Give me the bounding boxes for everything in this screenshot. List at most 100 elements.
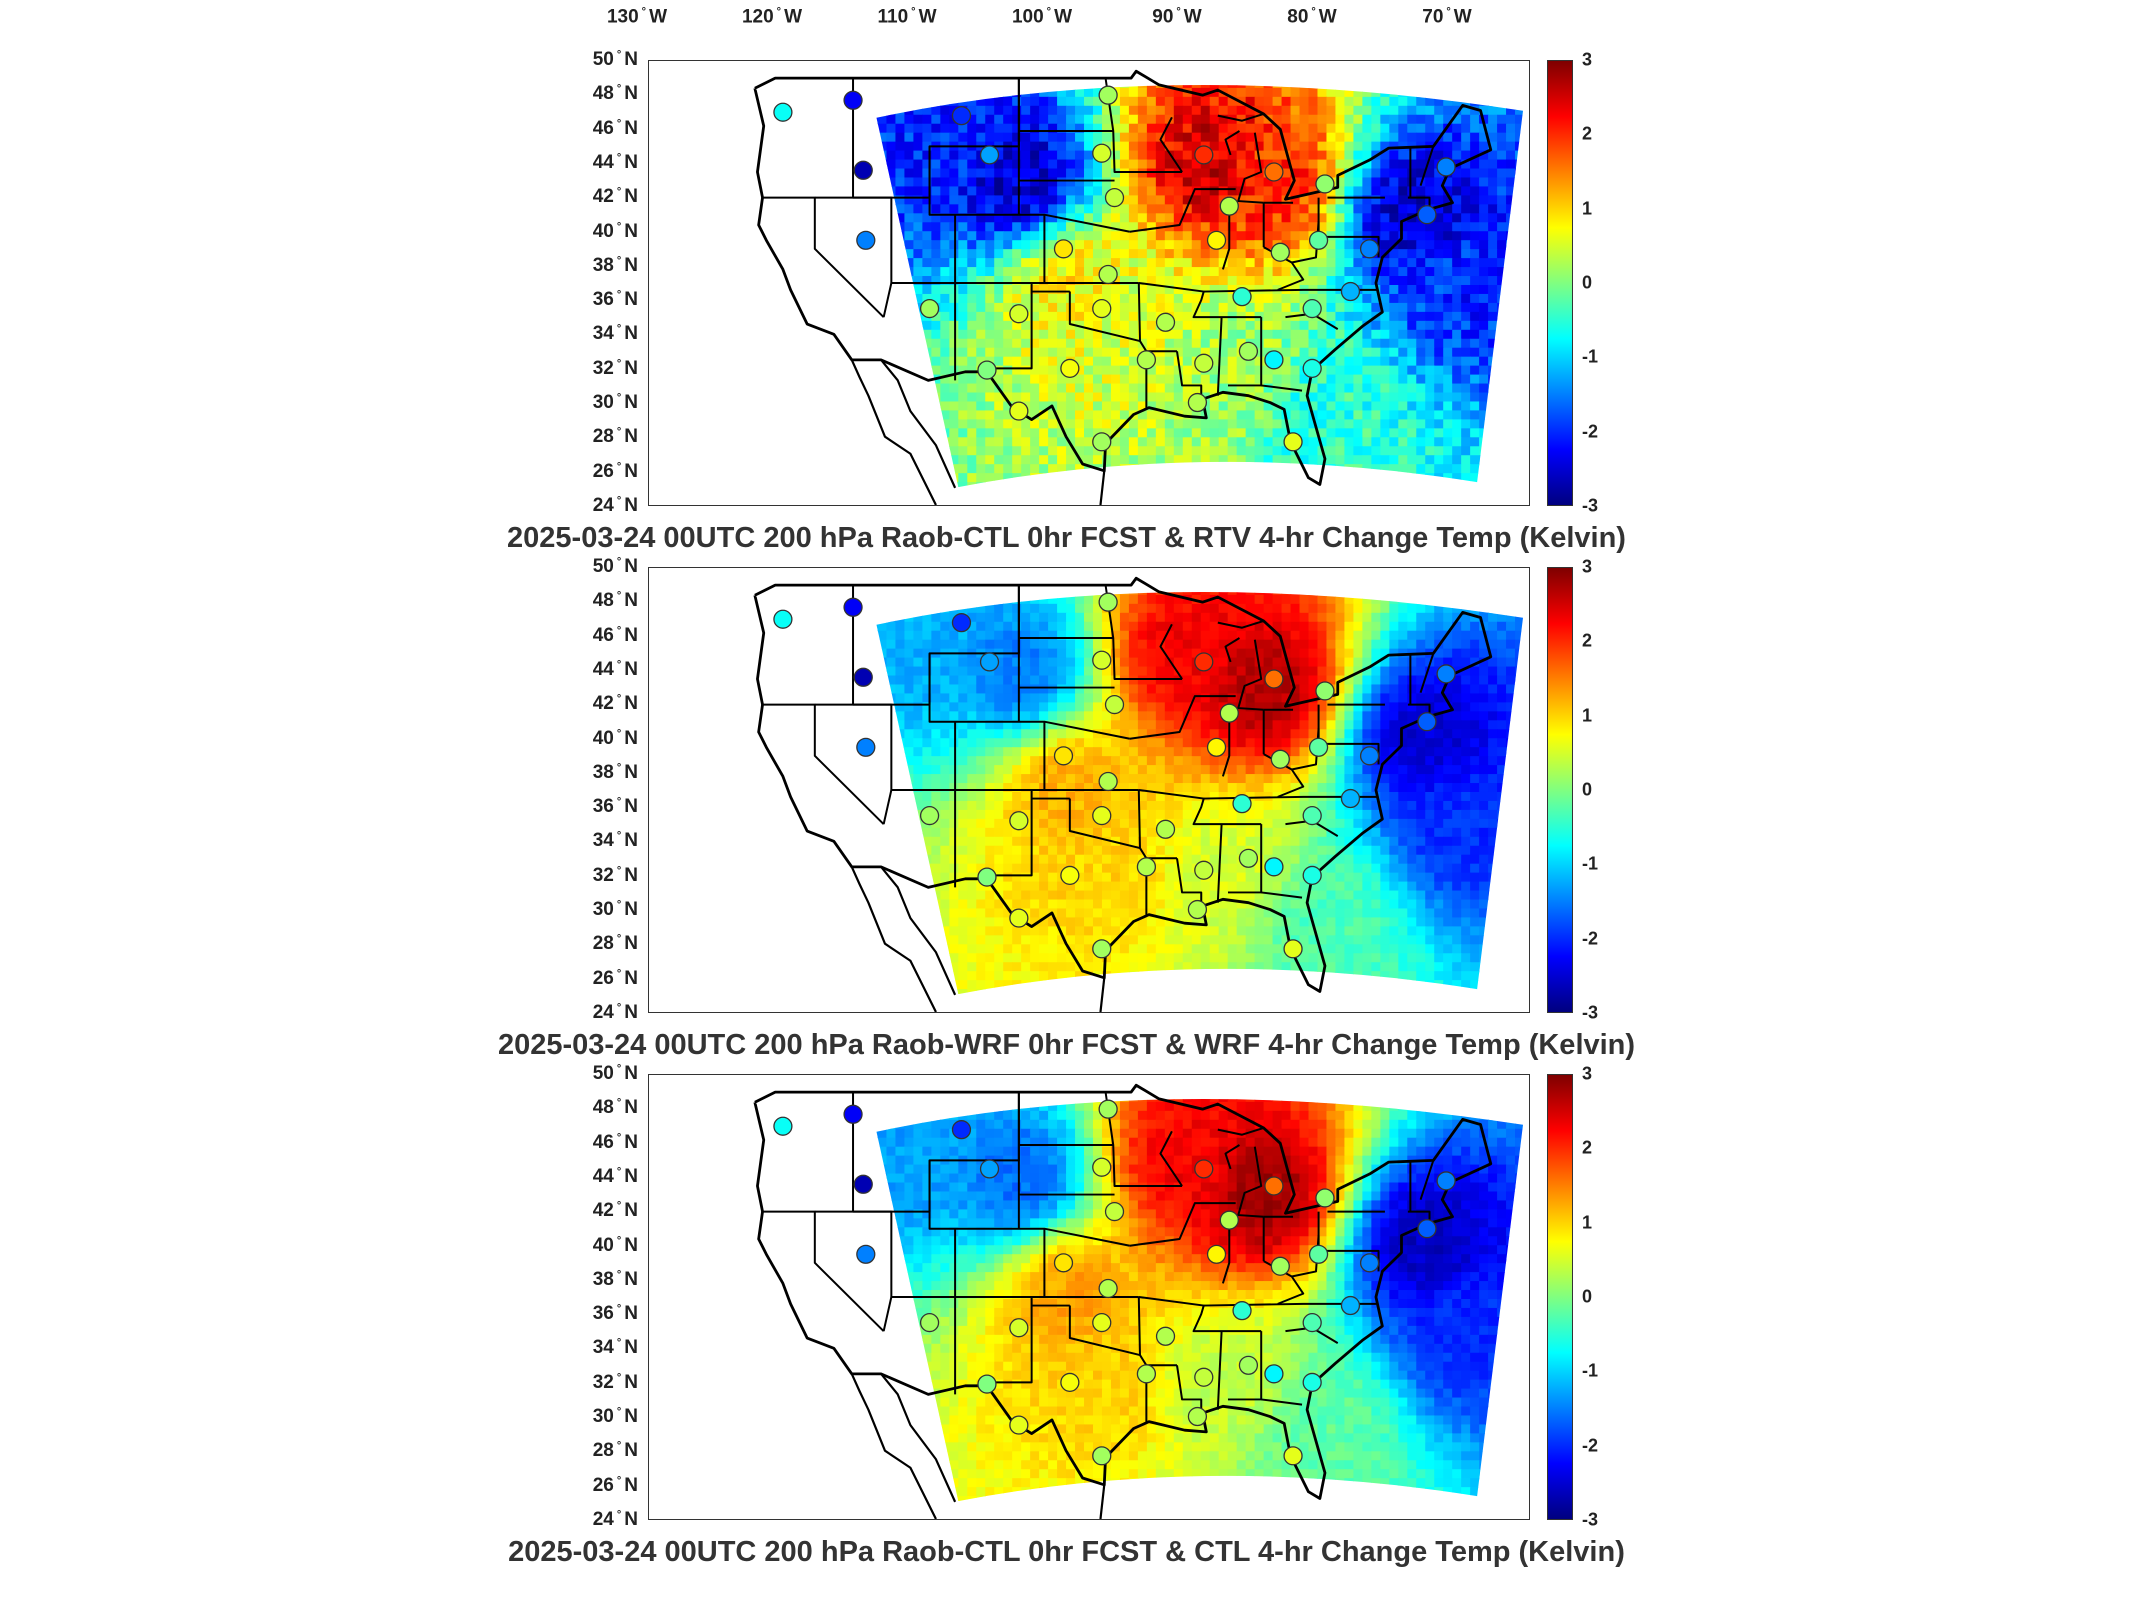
raob-station-marker — [1264, 1176, 1284, 1196]
colorbar-tick-label: 1 — [1582, 705, 1593, 726]
state-boundary — [1217, 113, 1265, 122]
lat-tick-label: 26 ° N — [592, 1474, 638, 1496]
raob-station-marker — [1194, 1367, 1214, 1387]
colorbar-tick-label: -2 — [1582, 928, 1599, 949]
raob-station-marker — [1264, 162, 1284, 182]
state-boundary — [1137, 282, 1148, 408]
state-boundary — [1237, 1146, 1264, 1218]
state-boundary — [1419, 653, 1435, 693]
raob-station-marker — [1302, 1313, 1322, 1333]
lat-tick-label: 36 ° N — [592, 1302, 638, 1325]
raob-station-marker — [853, 160, 873, 180]
state-boundary — [1159, 623, 1183, 680]
lat-tick-label: 24 ° N — [592, 494, 638, 517]
coastline — [850, 359, 937, 505]
raob-station-marker — [919, 299, 940, 319]
lat-tick-label: 48 ° N — [592, 1097, 638, 1119]
panel-title: 2025-03-24 00UTC 200 hPa Raob-CTL 0hr FC… — [508, 1536, 1625, 1568]
state-boundary — [1221, 1216, 1231, 1284]
colorbar-tick-label: 2 — [1582, 630, 1593, 651]
raob-station-marker — [977, 1374, 997, 1394]
panel-title: 2025-03-24 00UTC 200 hPa Raob-WRF 0hr FC… — [497, 1029, 1636, 1061]
state-boundary — [1216, 824, 1223, 903]
raob-station-marker — [979, 145, 1000, 165]
state-boundary — [1221, 202, 1231, 270]
raob-station-marker — [1264, 350, 1284, 370]
lon-tick-label: 110 ° W — [877, 6, 937, 28]
raob-station-marker — [1436, 1171, 1456, 1191]
raob-station-marker — [1270, 242, 1290, 262]
lat-tick-label: 36 ° N — [592, 288, 638, 311]
map-plot-area — [648, 1074, 1530, 1520]
raob-station-marker — [1206, 737, 1227, 757]
raob-station-marker — [1155, 1326, 1176, 1346]
colorbar-tick-label: -1 — [1582, 1360, 1599, 1381]
raob-station-marker — [1302, 1372, 1322, 1392]
coastline — [850, 866, 937, 1012]
raob-station-marker — [979, 1159, 1000, 1179]
colorbar-tick-label: 1 — [1582, 198, 1593, 219]
state-boundary — [1261, 384, 1303, 392]
lat-tick-label: 32 ° N — [592, 864, 638, 886]
raob-station-marker — [1194, 1159, 1214, 1179]
raob-station-marker — [1194, 353, 1214, 373]
lat-tick-label: 50 ° N — [592, 555, 638, 578]
raob-station-marker — [853, 667, 873, 687]
lat-tick-label: 40 ° N — [592, 220, 638, 242]
raob-station-marker — [1009, 304, 1029, 324]
raob-station-marker — [1359, 1253, 1380, 1273]
coastline — [850, 1373, 937, 1519]
raob-station-marker — [1092, 1446, 1112, 1466]
state-boundary — [1224, 1144, 1240, 1170]
state-boundary — [1216, 317, 1223, 396]
lat-tick-label: 44 ° N — [592, 658, 638, 681]
raob-station-marker — [1098, 771, 1118, 792]
raob-station-marker — [1308, 230, 1329, 250]
raob-station-marker — [1264, 669, 1284, 689]
raob-station-marker — [1092, 143, 1112, 163]
lon-tick-label: 70 ° W — [1422, 6, 1472, 28]
colorbar-tick-label: 0 — [1582, 779, 1593, 800]
raob-station-marker — [979, 652, 1000, 672]
raob-station-marker — [951, 1120, 972, 1140]
lat-tick-label: 32 ° N — [592, 1371, 638, 1393]
raob-station-marker — [1238, 1355, 1259, 1375]
raob-station-marker — [1283, 432, 1303, 452]
raob-station-marker — [1194, 652, 1214, 672]
raob-station-marker — [1232, 287, 1252, 307]
lat-tick-label: 44 ° N — [592, 1165, 638, 1188]
state-boundary — [1237, 132, 1264, 204]
lat-tick-label: 48 ° N — [592, 83, 638, 105]
state-boundary — [1261, 1398, 1303, 1406]
state-boundary — [985, 283, 1033, 370]
lat-tick-label: 42 ° N — [592, 1200, 638, 1222]
state-boundary — [1217, 1127, 1265, 1136]
state-boundary — [1176, 351, 1203, 400]
state-boundary — [1129, 695, 1236, 740]
raob-station-marker — [1315, 1188, 1335, 1208]
colorbar-tick-label: -1 — [1582, 346, 1599, 367]
raob-station-marker — [1315, 681, 1335, 701]
state-boundary — [1221, 709, 1231, 777]
map-panel: 50 ° N 48 ° N 46 ° N 44 ° N 42 ° N 40 ° N 38 ° N 36 ° N 34 ° N 32 ° N… — [0, 1063, 2133, 1583]
raob-station-marker — [1187, 1406, 1208, 1427]
raob-station-marker — [977, 867, 997, 887]
lat-tick-label: 50 ° N — [592, 1062, 638, 1085]
lat-tick-label: 46 ° N — [592, 624, 638, 646]
raob-station-marker — [1219, 196, 1239, 216]
raob-station-marker — [1155, 819, 1176, 839]
raob-station-marker — [1053, 746, 1074, 766]
raob-station-marker — [1194, 145, 1214, 165]
state-boundary — [1129, 188, 1236, 233]
raob-station-marker — [1194, 860, 1214, 880]
raob-station-marker — [773, 609, 793, 629]
colorbar-tick-label: -3 — [1582, 1002, 1599, 1023]
raob-station-marker — [1009, 811, 1029, 831]
state-boundary — [1419, 1160, 1435, 1200]
lat-tick-label: 38 ° N — [592, 1268, 638, 1291]
lat-tick-label: 36 ° N — [592, 795, 638, 818]
lat-tick-label: 28 ° N — [592, 1440, 638, 1462]
state-boundary — [882, 1296, 893, 1332]
coastline — [1099, 470, 1106, 505]
raob-station-marker — [856, 737, 876, 757]
